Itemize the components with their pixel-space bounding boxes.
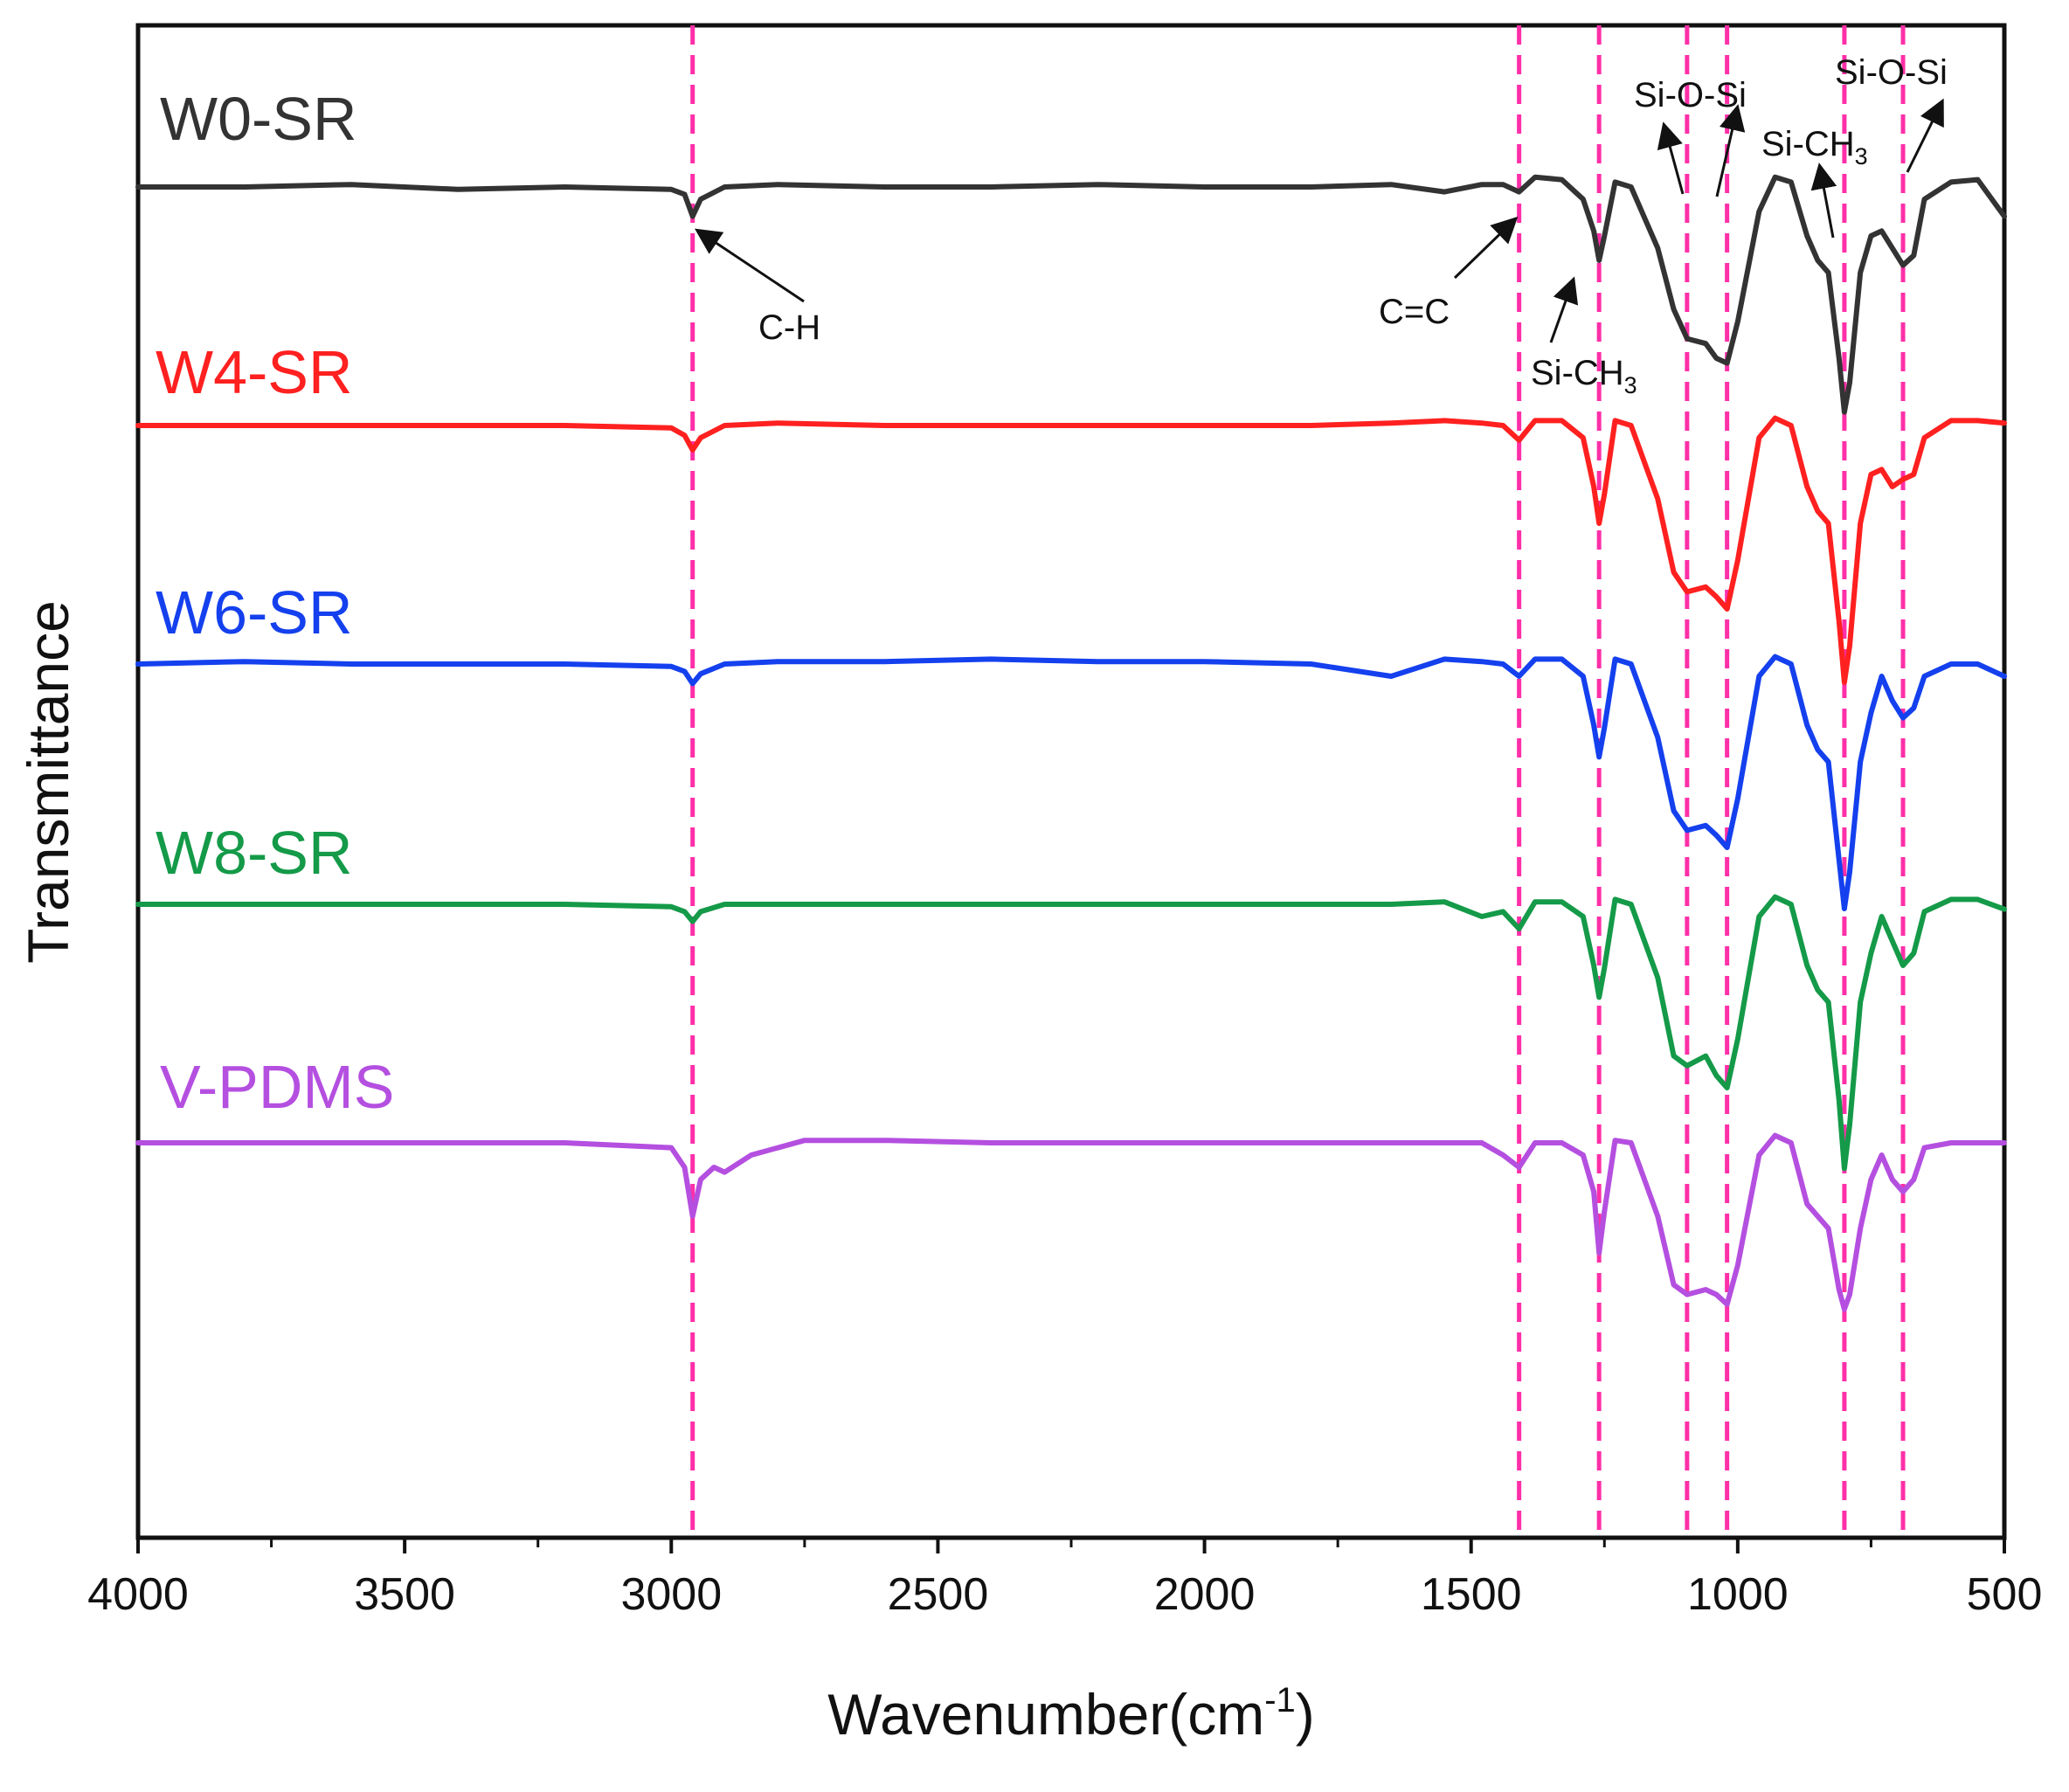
- x-tick-label-1000: 1000: [1687, 1569, 1789, 1620]
- x-tick-label-3000: 3000: [620, 1569, 722, 1620]
- x-tick-label-1500: 1500: [1421, 1569, 1522, 1620]
- peak-annotations: C-H C=C Si-CH3 Si-O-Si Si-CH3 Si-O-Si: [695, 53, 1948, 398]
- plot-frame: [135, 23, 2007, 1540]
- series-label-w0-sr: W0-SR: [160, 85, 357, 153]
- annotation-arrow-4: [1715, 104, 1746, 197]
- annotation-label-0: C-H: [758, 308, 820, 347]
- annotation-arrow-1: [1453, 216, 1519, 280]
- series-line-w8-sr: [135, 894, 2007, 1172]
- annotation-arrow-2: [1549, 276, 1579, 343]
- series-label-w8-sr: W8-SR: [156, 819, 353, 887]
- x-tick-label-2000: 2000: [1154, 1569, 1256, 1620]
- annotation-arrow-6: [1906, 98, 1944, 173]
- annotation-label-2: Si-CH3: [1531, 354, 1637, 398]
- x-tick-label-500: 500: [1967, 1569, 2043, 1620]
- annotation-label-3: Si-O-Si: [1634, 76, 1747, 114]
- reference-lines: [690, 25, 1906, 1538]
- annotation-arrow-0: [695, 228, 805, 303]
- series-line-w0-sr: [135, 174, 2007, 415]
- annotation-arrow-3: [1657, 121, 1685, 195]
- annotation-arrow-5: [1810, 163, 1837, 239]
- x-tick-label-2500: 2500: [888, 1569, 989, 1620]
- series-label-w6-sr: W6-SR: [156, 578, 353, 647]
- series-lines: [135, 174, 2007, 1312]
- series-label-w4-sr: W4-SR: [156, 338, 353, 406]
- x-axis-ticks: 4000 3500 3000 2500 2000 1500 1000 500: [87, 1538, 2042, 1620]
- series-labels: W0-SR W4-SR W6-SR W8-SR V-PDMS: [156, 85, 394, 1121]
- x-tick-label-4000: 4000: [87, 1569, 189, 1620]
- series-line-w6-sr: [135, 654, 2007, 911]
- series-label-v-pdms: V-PDMS: [160, 1053, 394, 1121]
- series-line-w4-sr: [135, 415, 2007, 685]
- y-axis-title: Transmittance: [16, 600, 80, 964]
- annotation-label-6: Si-O-Si: [1835, 53, 1948, 92]
- x-tick-label-3500: 3500: [354, 1569, 455, 1620]
- annotation-label-1: C=C: [1379, 293, 1450, 331]
- annotation-label-5: Si-CH3: [1761, 125, 1868, 170]
- series-line-v-pdms: [135, 1132, 2007, 1312]
- x-axis-title: Wavenumber(cm-1): [827, 1681, 1315, 1747]
